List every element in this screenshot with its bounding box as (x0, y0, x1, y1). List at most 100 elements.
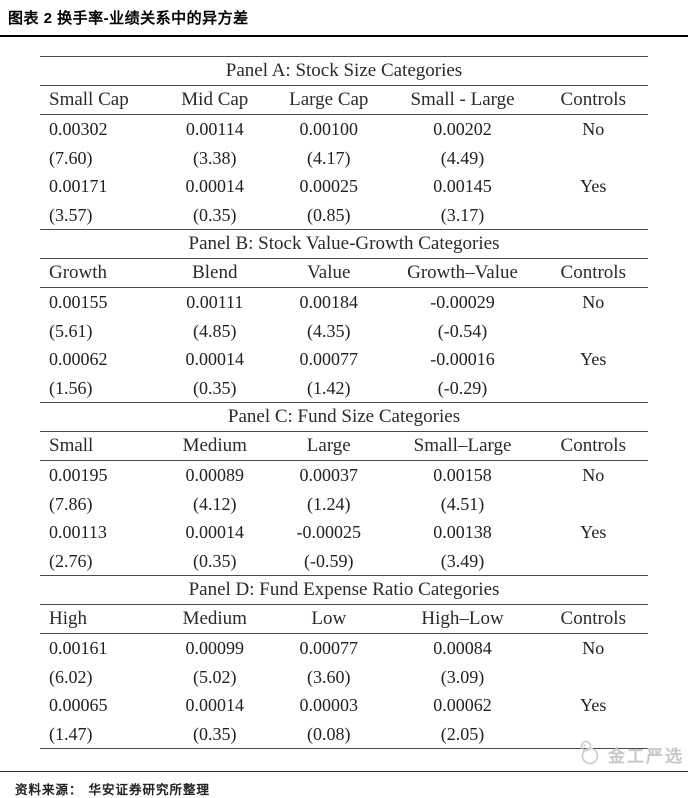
column-header: Large Cap (289, 89, 369, 110)
header-row: Growth Blend Value Growth–Value Controls (40, 258, 648, 288)
panel-c: Panel C: Fund Size Categories Small Medi… (40, 402, 648, 575)
table-cell (539, 317, 648, 346)
mascot-icon (575, 737, 605, 772)
source-line: 资料来源： 华安证券研究所整理 (0, 772, 688, 798)
table-cell: (4.51) (440, 493, 485, 514)
table-cell: (2.76) (49, 550, 93, 571)
table-row: 0.00065 0.00014 0.00003 0.00062 Yes (40, 691, 648, 720)
table-cell: (0.85) (307, 204, 351, 225)
table-row: 0.00161 0.00099 0.00077 0.00084 No (40, 634, 648, 663)
table-cell: 0.00195 (49, 465, 108, 485)
table-cell: (7.86) (49, 493, 93, 514)
header-row: Small Medium Large Small–Large Controls (40, 431, 648, 461)
table-row: 0.00195 0.00089 0.00037 0.00158 No (40, 461, 648, 490)
title-rule (0, 35, 688, 37)
table-cell: 0.00077 (299, 349, 359, 369)
table-row: (2.76) (0.35) (-0.59) (3.49) (40, 547, 648, 576)
table-cell: (0.35) (193, 377, 237, 398)
table-row: (1.56) (0.35) (1.42) (-0.29) (40, 374, 648, 403)
table-cell: (1.47) (49, 723, 93, 744)
table-cell: (3.17) (440, 204, 485, 225)
table-cell: (0.35) (193, 550, 237, 571)
table-cell: (0.08) (307, 723, 351, 744)
column-header: Low (311, 608, 347, 629)
results-table: Panel A: Stock Size Categories Small Cap… (40, 56, 648, 749)
table-cell: 0.00161 (49, 638, 108, 658)
table-row: (6.02) (5.02) (3.60) (3.09) (40, 663, 648, 692)
table-cell: (4.35) (307, 320, 351, 341)
table-cell: (4.49) (440, 147, 485, 168)
table-cell (539, 374, 648, 403)
table-cell: 0.00100 (299, 119, 359, 139)
column-header: Value (307, 262, 351, 283)
table-cell: No (582, 292, 605, 312)
table-cell: (0.35) (193, 723, 237, 744)
table-cell: 0.00158 (433, 465, 492, 485)
table-cell: 0.00302 (49, 119, 108, 139)
table-cell: 0.00145 (433, 176, 492, 196)
table-row: 0.00171 0.00014 0.00025 0.00145 Yes (40, 172, 648, 201)
table-row: (3.57) (0.35) (0.85) (3.17) (40, 201, 648, 230)
table-cell: 0.00014 (185, 349, 245, 369)
table-cell: (3.38) (193, 147, 237, 168)
table-cell: -0.00016 (430, 349, 495, 369)
table-cell: (7.60) (49, 147, 93, 168)
column-header: Controls (560, 262, 626, 283)
table-cell: Yes (580, 695, 607, 715)
panel-table: High Medium Low High–Low Controls 0.0016… (40, 604, 648, 748)
table-cell: (4.12) (193, 493, 237, 514)
panel-title: Panel C: Fund Size Categories (40, 402, 648, 431)
table-cell: 0.00062 (433, 695, 492, 715)
table-cell: 0.00171 (49, 176, 108, 196)
table-cell: (5.61) (49, 320, 93, 341)
table-cell: (4.17) (307, 147, 351, 168)
table-row: (5.61) (4.85) (4.35) (-0.54) (40, 317, 648, 346)
table-row: (1.47) (0.35) (0.08) (2.05) (40, 720, 648, 749)
column-header: Controls (560, 435, 626, 456)
table-cell: 0.00062 (49, 349, 108, 369)
table-cell: (1.56) (49, 377, 93, 398)
panel-title: Panel A: Stock Size Categories (40, 56, 648, 85)
header-row: Small Cap Mid Cap Large Cap Small - Larg… (40, 85, 648, 115)
table-cell: 0.00113 (49, 522, 107, 542)
table-row: (7.86) (4.12) (1.24) (4.51) (40, 490, 648, 519)
table-cell: 0.00037 (299, 465, 359, 485)
table-row: (7.60) (3.38) (4.17) (4.49) (40, 144, 648, 173)
column-header: Mid Cap (181, 89, 249, 110)
table-cell: (2.05) (440, 723, 485, 744)
watermark-logo: 金工严选 (575, 737, 684, 772)
column-header: Controls (560, 89, 626, 110)
column-header: Small–Large (413, 435, 512, 456)
table-cell (539, 201, 648, 230)
table-cell: Yes (580, 349, 607, 369)
table-cell: (3.57) (49, 204, 93, 225)
table-cell: (1.24) (307, 493, 351, 514)
table-cell: 0.00003 (299, 695, 359, 715)
table-row: 0.00155 0.00111 0.00184 -0.00029 No (40, 288, 648, 317)
panel-table: Growth Blend Value Growth–Value Controls… (40, 258, 648, 402)
table-cell: 0.00138 (433, 522, 492, 542)
column-header: High–Low (421, 608, 504, 629)
table-cell (539, 144, 648, 173)
table-row: 0.00302 0.00114 0.00100 0.00202 No (40, 115, 648, 144)
table-cell: (3.49) (440, 550, 485, 571)
table-cell (539, 663, 648, 692)
table-cell: 0.00014 (185, 176, 245, 196)
table-cell: 0.00084 (433, 638, 492, 658)
table-cell: 0.00014 (185, 695, 245, 715)
column-header: Small - Large (410, 89, 515, 110)
table-cell: (-0.59) (304, 550, 354, 571)
footer-rule (0, 771, 688, 772)
table-cell: 0.00014 (185, 522, 245, 542)
table-cell: 0.00114 (185, 119, 244, 139)
table-cell: (1.42) (307, 377, 351, 398)
table-cell: 0.00111 (186, 292, 244, 312)
panel-title: Panel D: Fund Expense Ratio Categories (40, 575, 648, 604)
panel-d: Panel D: Fund Expense Ratio Categories H… (40, 575, 648, 748)
panel-a: Panel A: Stock Size Categories Small Cap… (40, 56, 648, 229)
table-cell: Yes (580, 522, 607, 542)
table-cell: No (582, 465, 605, 485)
table-row: 0.00113 0.00014 -0.00025 0.00138 Yes (40, 518, 648, 547)
watermark-text: 金工严选 (608, 747, 684, 766)
table-cell: (-0.29) (437, 377, 488, 398)
